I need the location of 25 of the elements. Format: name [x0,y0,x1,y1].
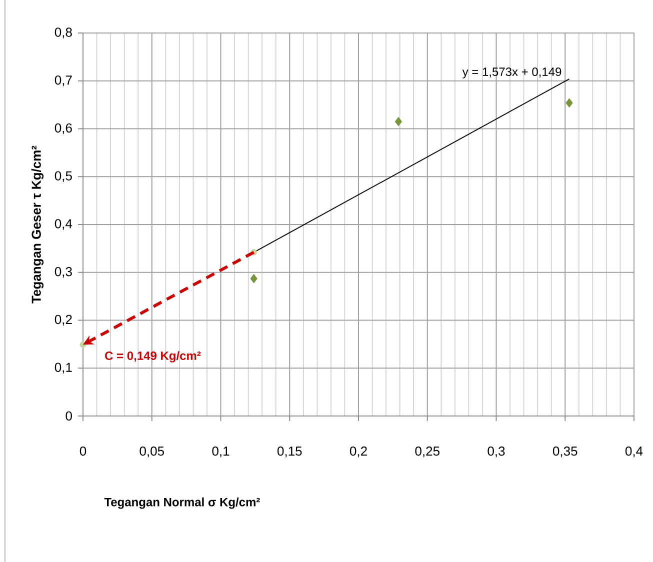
x-tick-label: 0,05 [140,446,164,458]
x-tick-label: 0,2 [350,446,367,458]
y-tick-label: 0,5 [54,171,72,182]
y-tick-label: 0,2 [54,314,72,326]
annotation: y = 1,573x + 0,149 [462,68,562,78]
point [394,116,402,126]
y-axis-title: Tegangan Geser τ Kg/cm² [31,146,44,304]
y-tick-label: 0,7 [54,76,72,86]
point [566,98,573,108]
x-tick-label: 0,1 [212,446,230,458]
point [250,274,258,284]
x-tick-label: 0,15 [277,446,302,458]
y-tick-label: 0,8 [54,28,72,38]
x-tick-label: 0 [80,446,86,456]
y-tick-label: 0,1 [54,362,72,374]
y-tick-label: 0 [66,411,72,421]
x-tick-label: 0,25 [415,446,440,458]
y-tick-label: 0,4 [54,219,72,230]
x-tick-label: 0,35 [552,446,578,458]
x-tick-label: 0,4 [625,446,643,458]
x-tick-label: 0,3 [488,446,505,458]
x-axis-title: Tegangan Normal σ Kg/cm² [104,498,260,509]
annotation: C = 0,149 Kg/cm² [105,351,201,362]
y-tick-label: 0,6 [54,123,72,134]
y-tick-label: 0,3 [54,266,72,278]
